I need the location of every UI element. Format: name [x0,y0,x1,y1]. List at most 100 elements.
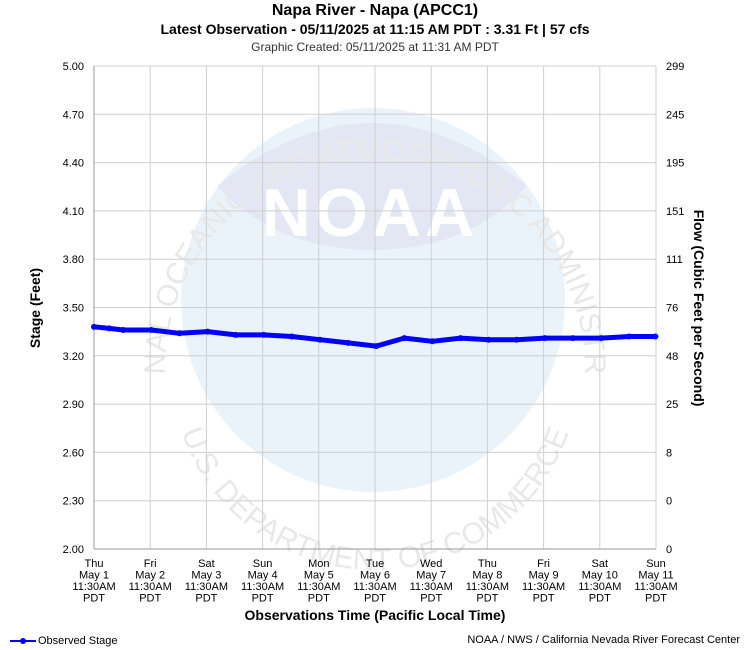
x-tick-label: PDT [308,593,330,605]
y-tick-label: 2.30 [63,496,84,508]
x-tick-label: Sat [198,558,215,570]
x-tick-label: PDT [364,593,386,605]
x-tick-label: 11:30AM [241,581,284,593]
y-right-tick-label: 151 [666,206,684,218]
y-tick-label: 3.80 [63,254,84,266]
x-tick-label: 11:30AM [353,581,396,593]
y-right-tick-label: 299 [666,61,684,73]
noaa-watermark: NOAA NATIONAL OCEANIC AND ATMOSPHERIC AD… [0,0,611,577]
y-tick-label: 5.00 [63,61,84,73]
x-tick-label: May 4 [248,570,278,582]
data-point [401,335,408,342]
x-tick-label: Fri [537,558,550,570]
y-right-tick-label: 0 [666,496,672,508]
data-point [652,333,659,340]
data-point [288,333,295,340]
x-tick-label: May 9 [529,570,559,582]
data-point [373,343,380,350]
x-tick-label: 11:30AM [129,581,172,593]
x-tick-label: 11:30AM [72,581,115,593]
x-tick-label: PDT [83,593,105,605]
x-tick-label: PDT [195,593,217,605]
y-right-tick-label: 0 [666,544,672,556]
x-axis-label: Observations Time (Pacific Local Time) [245,607,506,623]
y-tick-label: 2.90 [63,399,84,411]
x-tick-label: May 2 [135,570,165,582]
x-tick-label: PDT [645,593,667,605]
y-right-tick-label: 76 [666,303,678,315]
x-tick-label: Sun [646,558,666,570]
x-tick-label: Tue [366,558,385,570]
x-tick-label: May 1 [79,570,109,582]
data-point [120,327,127,334]
y-tick-label: 4.40 [63,158,84,170]
series-line [91,324,658,349]
x-tick-label: PDT [476,593,498,605]
legend: Observed Stage [10,635,118,647]
y-right-tick-label: 195 [666,158,684,170]
x-tick-label: PDT [533,593,555,605]
x-tick-label: May 6 [360,570,390,582]
x-tick-label: PDT [252,593,274,605]
data-point [260,331,267,338]
y-tick-label: 3.50 [63,303,84,315]
data-point [513,336,520,343]
x-tick-label: 11:30AM [634,581,677,593]
x-tick-label: Fri [144,558,157,570]
data-point [176,330,183,337]
grid-lines [93,65,657,550]
data-point [541,335,548,342]
x-tick-label: 11:30AM [185,581,228,593]
data-point [91,323,97,330]
legend-label: Observed Stage [38,635,118,647]
data-point [106,325,113,332]
series-observed-stage [91,323,659,350]
y-right-tick-label: 111 [666,254,683,266]
data-point [345,339,352,346]
x-tick-label: Sat [592,558,609,570]
data-point [232,331,239,338]
x-tick-label: Sun [253,558,273,570]
x-tick-label: PDT [420,593,442,605]
graphic-created: Graphic Created: 05/11/2025 at 11:31 AM … [251,40,499,54]
footer-credit: NOAA / NWS / California Nevada River For… [467,634,740,646]
x-tick-label: Thu [478,558,497,570]
x-tick-label: May 10 [582,570,618,582]
data-point [569,335,576,342]
latest-observation: Latest Observation - 05/11/2025 at 11:15… [160,21,590,37]
y-axis-right-label: Flow (Cubic Feet per Second) [691,210,707,407]
y-tick-label: 4.10 [63,206,84,218]
x-tick-label: 11:30AM [522,581,565,593]
x-tick-label: 11:30AM [578,581,621,593]
y-right-tick-label: 245 [666,109,684,121]
axes: 2.00 0 2.30 0 2.60 8 2.90 25 3.20 48 3.50 76 3.80 111… [63,61,685,605]
x-tick-label: May 8 [472,570,502,582]
x-tick-label: 11:30AM [410,581,453,593]
data-point [597,335,604,342]
y-axis-label: Stage (Feet) [27,268,43,348]
x-tick-label: May 3 [191,570,221,582]
y-right-tick-label: 25 [666,399,678,411]
data-point [626,333,633,340]
data-point [148,327,155,334]
x-tick-label: May 7 [416,570,446,582]
x-tick-label: 11:30AM [297,581,340,593]
y-tick-label: 3.20 [63,351,84,363]
y-tick-label: 2.60 [63,447,84,459]
data-point [204,328,211,335]
x-tick-label: Wed [420,558,442,570]
data-point [316,336,323,343]
y-tick-label: 4.70 [63,109,84,121]
y-right-tick-label: 8 [666,447,672,459]
x-tick-label: PDT [139,593,161,605]
x-tick-label: May 11 [638,570,673,582]
data-point [429,338,436,345]
x-tick-label: 11:30AM [466,581,509,593]
y-tick-label: 2.00 [63,544,84,556]
x-tick-label: May 5 [304,570,334,582]
chart-title: Napa River - Napa (APCC1) [271,2,479,19]
data-point [485,336,492,343]
noaa-logo-text: NOAA [262,175,478,251]
legend-swatch [10,638,36,644]
